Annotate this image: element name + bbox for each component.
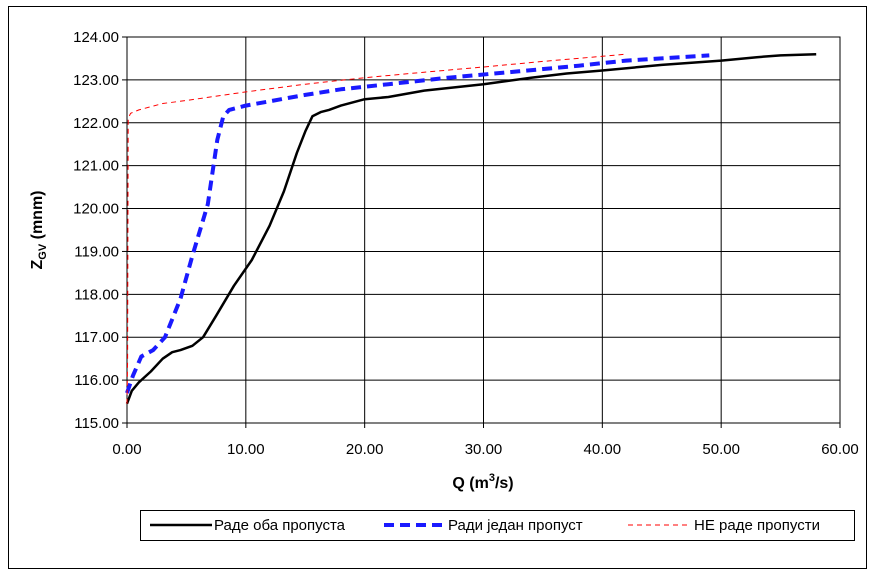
x-tick-label: 30.00 <box>465 441 503 458</box>
x-tick-label: 10.00 <box>227 441 265 458</box>
x-axis-title-sup: 3 <box>489 472 495 484</box>
y-tick-label: 124.00 <box>73 29 119 46</box>
series-line-both-culverts <box>125 52 817 405</box>
y-tick-label: 119.00 <box>74 243 119 260</box>
x-axis-title-tail: /s) <box>495 475 514 492</box>
y-axis-title: ZGV (mnm) <box>29 190 49 269</box>
y-tick-label: 120.00 <box>73 201 119 218</box>
series-line-no-culverts <box>126 53 627 404</box>
y-tick-label: 122.00 <box>73 115 119 132</box>
y-tick-label: 117.00 <box>74 329 119 346</box>
x-axis-title-main: Q (m <box>452 475 488 492</box>
y-tick-label: 118.00 <box>74 286 119 303</box>
x-tick-label: 0.00 <box>112 441 141 458</box>
series-line-one-culvert <box>125 53 710 394</box>
y-tick-label: 116.00 <box>74 372 119 389</box>
legend: Раде оба пропуста Ради један пропуст НЕ … <box>140 510 855 541</box>
y-tick-label: 115.00 <box>74 415 119 432</box>
legend-label-none: НЕ раде пропусти <box>694 517 820 534</box>
x-tick-label: 20.00 <box>346 441 384 458</box>
x-tick-label: 60.00 <box>821 441 859 458</box>
y-tick-label: 121.00 <box>73 158 119 175</box>
legend-label-one: Ради један пропуст <box>448 517 583 534</box>
legend-box <box>140 510 855 541</box>
y-axis-title-main: Z <box>29 260 46 270</box>
x-axis-title: Q (m3/s) <box>452 472 513 492</box>
x-tick-label: 40.00 <box>584 441 622 458</box>
y-axis-title-sub: GV <box>37 243 49 260</box>
legend-label-both: Раде оба пропуста <box>214 517 346 534</box>
x-tick-label: 50.00 <box>702 441 740 458</box>
y-tick-label: 123.00 <box>73 72 119 89</box>
y-axis-title-tail: (mnm) <box>29 190 46 243</box>
